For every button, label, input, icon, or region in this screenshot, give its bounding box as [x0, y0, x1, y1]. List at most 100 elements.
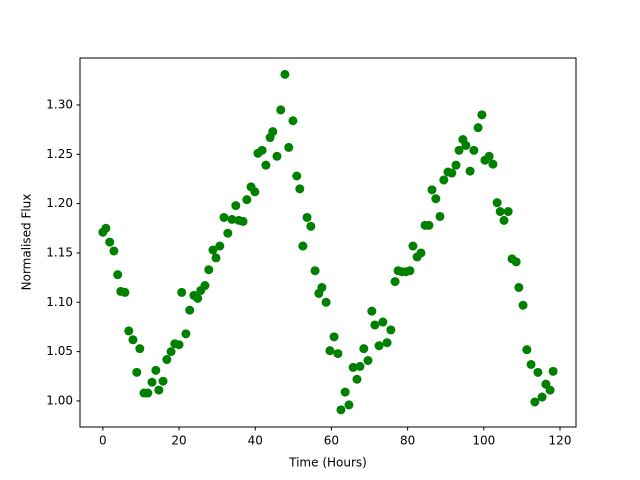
point	[533, 367, 543, 377]
point	[378, 317, 388, 327]
point	[499, 215, 509, 225]
point	[333, 349, 343, 359]
y-tick-label: 1.30	[46, 97, 73, 111]
point	[473, 123, 483, 133]
point	[370, 320, 380, 330]
point	[484, 151, 494, 161]
point	[503, 207, 513, 217]
point	[492, 198, 502, 208]
point	[268, 127, 278, 137]
point	[469, 145, 479, 155]
point	[447, 168, 457, 178]
point	[154, 385, 164, 395]
point	[317, 282, 327, 292]
point	[166, 347, 176, 357]
x-tick-label: 0	[99, 434, 107, 448]
point	[204, 265, 214, 275]
point	[242, 195, 252, 205]
point	[511, 257, 521, 267]
point	[382, 338, 392, 348]
point	[306, 221, 316, 231]
point	[193, 293, 203, 303]
y-tick-label: 1.15	[46, 245, 73, 259]
point	[113, 270, 123, 280]
point	[435, 211, 445, 221]
point	[223, 228, 233, 238]
point	[219, 212, 229, 222]
point	[238, 216, 248, 226]
y-tick-label: 1.20	[46, 196, 73, 210]
x-tick-label: 120	[549, 434, 572, 448]
point	[522, 345, 532, 355]
point	[302, 212, 312, 222]
point	[177, 287, 187, 297]
point	[158, 376, 168, 386]
point	[526, 359, 536, 369]
point	[348, 362, 358, 372]
point	[454, 145, 464, 155]
point	[340, 387, 350, 397]
x-tick-label: 100	[472, 434, 495, 448]
y-tick-label: 1.00	[46, 393, 73, 407]
point	[135, 344, 145, 354]
point	[143, 388, 153, 398]
point	[367, 306, 377, 316]
point	[295, 184, 305, 194]
point	[548, 366, 558, 376]
point	[151, 365, 161, 375]
point	[359, 344, 369, 354]
point	[461, 140, 471, 150]
y-axis-label: Normalised Flux	[20, 194, 34, 291]
point	[181, 329, 191, 339]
x-tick-label: 60	[324, 434, 339, 448]
point	[390, 277, 400, 287]
point	[292, 171, 302, 181]
point	[208, 245, 218, 255]
point	[280, 69, 290, 79]
x-axis-label: Time (Hours)	[288, 456, 367, 470]
point	[231, 201, 241, 211]
point	[495, 207, 505, 217]
point	[257, 145, 267, 155]
y-tick-label: 1.10	[46, 295, 73, 309]
point	[321, 297, 331, 307]
x-tick-label: 40	[248, 434, 263, 448]
y-tick-label: 1.25	[46, 147, 73, 161]
point	[344, 400, 354, 410]
point	[128, 335, 138, 345]
point	[109, 246, 119, 256]
point	[211, 253, 221, 263]
point	[431, 194, 441, 204]
point	[101, 223, 111, 233]
point	[325, 346, 335, 356]
point	[276, 105, 286, 115]
point	[272, 151, 282, 161]
point	[545, 385, 555, 395]
point	[439, 175, 449, 185]
y-tick-label: 1.05	[46, 344, 73, 358]
point	[518, 300, 528, 310]
point	[537, 392, 547, 402]
point	[355, 361, 365, 371]
x-tick-label: 20	[171, 434, 186, 448]
point	[514, 282, 524, 292]
plot-frame	[79, 57, 577, 428]
point	[215, 241, 225, 251]
point	[284, 142, 294, 152]
point	[424, 220, 434, 230]
point	[261, 160, 271, 170]
point	[352, 374, 362, 384]
point	[530, 397, 540, 407]
point	[105, 237, 115, 247]
point	[200, 281, 210, 291]
point	[405, 266, 415, 276]
point	[465, 166, 475, 176]
point	[132, 367, 142, 377]
point	[174, 340, 184, 350]
point	[374, 341, 384, 351]
x-tick-label: 80	[400, 434, 415, 448]
point	[488, 159, 498, 169]
point	[250, 187, 260, 197]
